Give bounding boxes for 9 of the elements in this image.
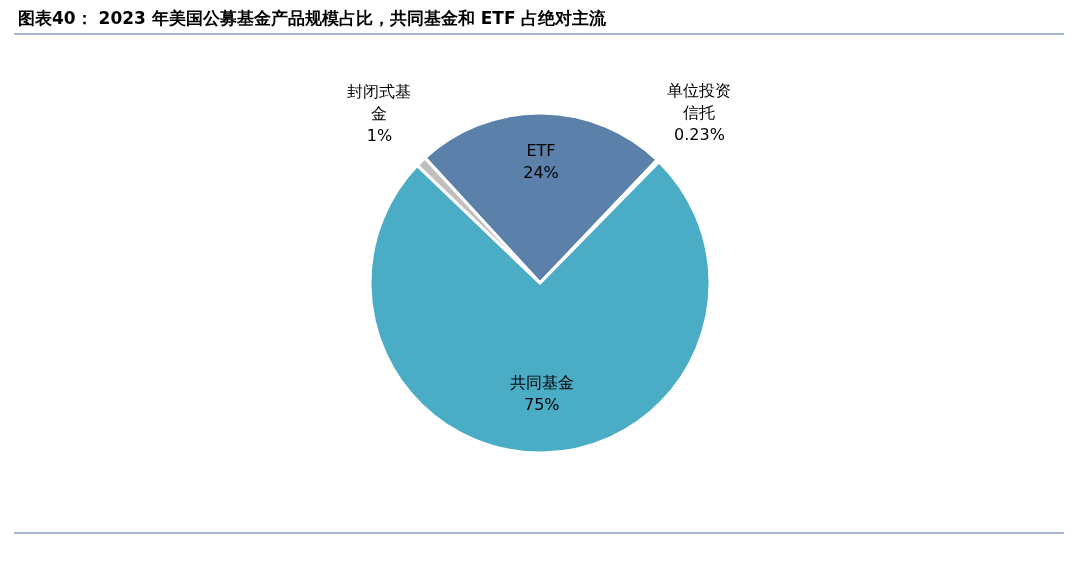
chart-title: 图表40： 2023 年美国公募基金产品规模占比，共同基金和 ETF 占绝对主流: [18, 8, 608, 28]
slice-label: 单位投资信托: [667, 80, 732, 122]
slice-label: 共同基金: [509, 372, 574, 392]
data-label: 1%: [366, 126, 393, 146]
slice-label: ETF: [526, 141, 556, 161]
slice-label: 封闭式基金: [347, 82, 412, 124]
data-label: 75%: [524, 394, 560, 414]
data-label: 0.23%: [674, 124, 725, 144]
data-label: 24%: [523, 163, 559, 183]
